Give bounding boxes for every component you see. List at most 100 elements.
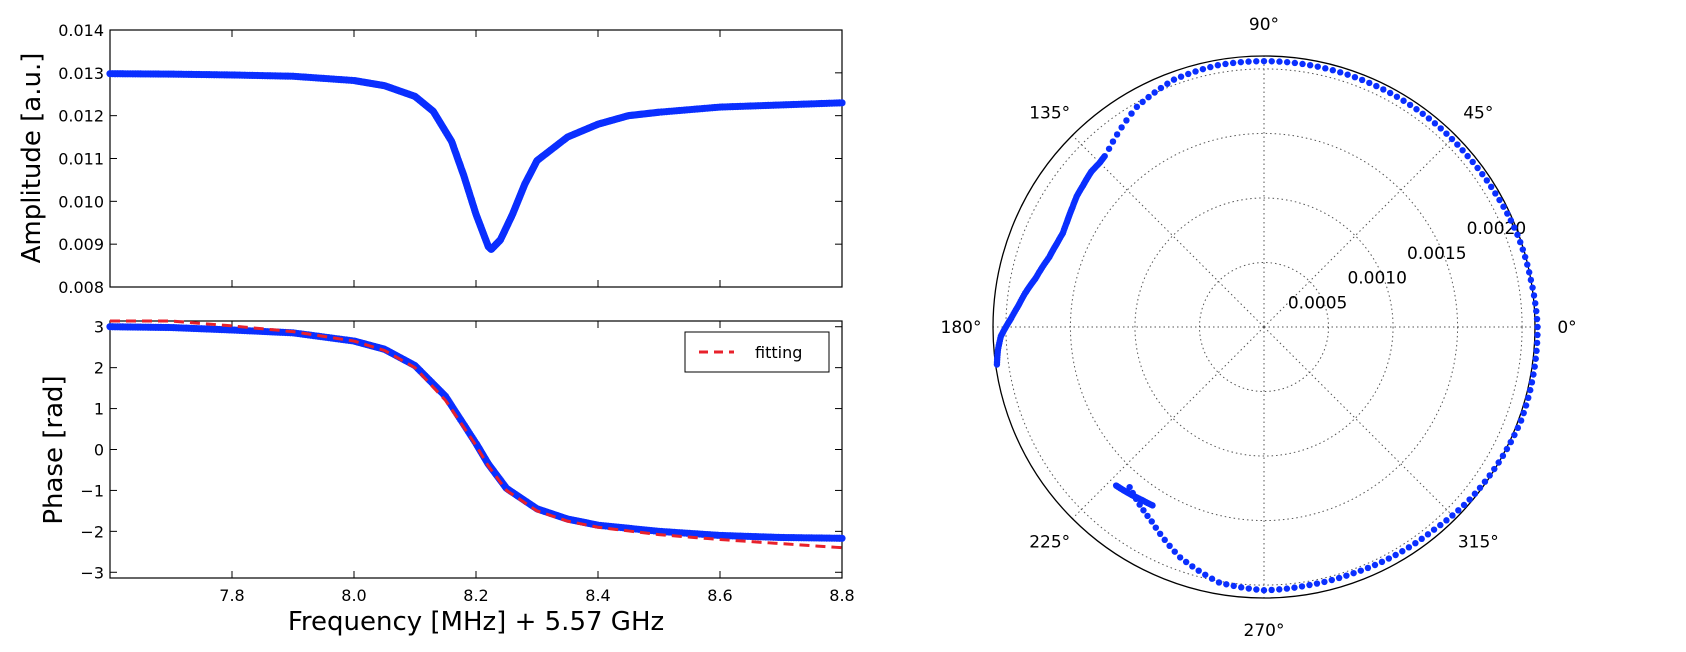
polar-grid-spoke — [1072, 326, 1265, 519]
polar-angle-label: 180° — [941, 318, 982, 338]
amplitude-panel: 0.008 0.009 0.010 0.011 0.012 0.013 0.014 Ampl… — [17, 21, 846, 297]
polar-data-point — [1177, 73, 1185, 80]
polar-data-point — [1145, 93, 1152, 101]
phase-y-ticks: 3 2 1 0 −1 −2 −3 — [80, 318, 842, 582]
amplitude-data-series — [106, 70, 846, 253]
polar-data-point — [1385, 555, 1393, 562]
polar-data-point — [1418, 535, 1425, 543]
polar-data-point — [1189, 563, 1196, 570]
polar-data-point — [1222, 60, 1229, 68]
polar-data-point — [1105, 145, 1113, 152]
polar-angle-label: 270° — [1244, 621, 1285, 641]
polar-data-point — [1479, 170, 1486, 178]
polar-data-point — [1476, 484, 1484, 491]
polar-grid-circle — [1134, 197, 1394, 457]
polar-data-point — [1405, 544, 1413, 551]
polar-data-point — [1140, 507, 1147, 514]
polar-data-point — [1182, 558, 1190, 566]
polar-data-point — [1230, 582, 1237, 590]
polar-data-point — [1133, 103, 1141, 111]
polar-data-point — [1507, 438, 1514, 446]
polar-data-point — [1176, 554, 1184, 561]
polar-data-point — [1530, 371, 1537, 378]
polar-data-point — [1460, 501, 1468, 509]
polar-angle-label: 315° — [1458, 532, 1499, 552]
polar-data-point — [1128, 110, 1135, 117]
polar-data-point — [1101, 152, 1108, 160]
polar-grid-spoke — [1072, 135, 1265, 328]
polar-data-point — [1469, 158, 1476, 166]
polar-data-point — [1343, 572, 1350, 579]
polar-data-point — [1459, 147, 1466, 154]
polar-data-point — [1487, 183, 1495, 191]
polar-data-point — [1449, 512, 1456, 519]
polar-data-point — [1123, 117, 1130, 124]
amplitude-x-ticks — [231, 30, 843, 287]
y-tick-label: −2 — [80, 522, 104, 541]
polar-data-point — [1148, 518, 1155, 525]
polar-data-point — [1517, 417, 1525, 424]
polar-data-point — [1503, 445, 1511, 453]
polar-data-point — [1199, 65, 1207, 73]
polar-data-point — [1202, 571, 1209, 578]
polar-data-point — [1371, 561, 1379, 569]
y-tick-label: 0.011 — [58, 150, 104, 169]
polar-data-point — [1413, 106, 1420, 113]
polar-data-point — [1366, 79, 1373, 87]
polar-data-point — [1328, 576, 1336, 584]
polar-data-point — [1522, 402, 1530, 409]
polar-data-point — [1291, 59, 1299, 67]
polar-angle-label: 90° — [1249, 15, 1279, 35]
polar-data-point — [1533, 307, 1540, 315]
polar-data-point — [1229, 59, 1237, 67]
polar-data-series — [993, 57, 1541, 594]
polar-data-point — [1151, 89, 1158, 96]
polar-data-point — [1268, 58, 1275, 65]
polar-data-point — [1357, 567, 1365, 574]
polar-data-point — [1491, 465, 1498, 473]
y-tick-label: 2 — [94, 359, 104, 378]
polar-data-point — [1283, 58, 1291, 66]
polar-data-point — [1532, 300, 1539, 307]
amplitude-y-ticks: 0.008 0.009 0.010 0.011 0.012 0.013 0.014 — [58, 21, 842, 297]
polar-data-point — [1164, 80, 1171, 87]
legend-box — [684, 331, 830, 373]
polar-angle-label: 135° — [1029, 104, 1070, 124]
x-tick-label: 8.2 — [463, 586, 488, 605]
polar-data-point — [1527, 386, 1534, 394]
y-tick-label: −1 — [80, 481, 104, 500]
polar-radial-label: 0.0005 — [1288, 293, 1347, 313]
polar-data-point — [1527, 276, 1535, 284]
polar-data-point — [1504, 210, 1511, 217]
y-tick-label: −3 — [80, 563, 104, 582]
polar-data-point — [1126, 483, 1133, 491]
polar-data-point — [1118, 124, 1125, 131]
polar-data-point — [1350, 569, 1357, 577]
fitting-line — [110, 319, 843, 550]
polar-data-point — [1171, 548, 1178, 555]
polar-data-point — [1400, 97, 1407, 104]
polar-data-point — [1358, 76, 1366, 84]
polar-data-point — [1237, 58, 1245, 66]
polar-data-point — [1321, 578, 1328, 586]
polar-grid-spoke — [1263, 326, 1456, 519]
polar-data-point — [1351, 73, 1359, 81]
polar-data-point — [1534, 331, 1541, 339]
polar-data-point — [1113, 131, 1121, 138]
polar-data-point — [1534, 323, 1541, 331]
x-tick-label: 8.8 — [829, 586, 854, 605]
polar-radial-label: 0.0020 — [1467, 219, 1526, 239]
polar-data-point — [1314, 63, 1321, 70]
y-tick-label: 0.008 — [58, 278, 104, 297]
polar-data-point — [1419, 110, 1426, 117]
polar-data-point — [1170, 76, 1178, 83]
polar-data-point — [1283, 585, 1291, 592]
polar-data-point — [1486, 472, 1493, 479]
polar-data-point — [1268, 586, 1275, 594]
polar-data-point — [1483, 177, 1491, 184]
polar-data-point — [1253, 586, 1260, 593]
polar-data-point — [1344, 71, 1351, 78]
polar-data-point — [1514, 231, 1521, 238]
polar-data-point — [1533, 339, 1541, 347]
x-tick-label: 8.4 — [585, 586, 610, 605]
